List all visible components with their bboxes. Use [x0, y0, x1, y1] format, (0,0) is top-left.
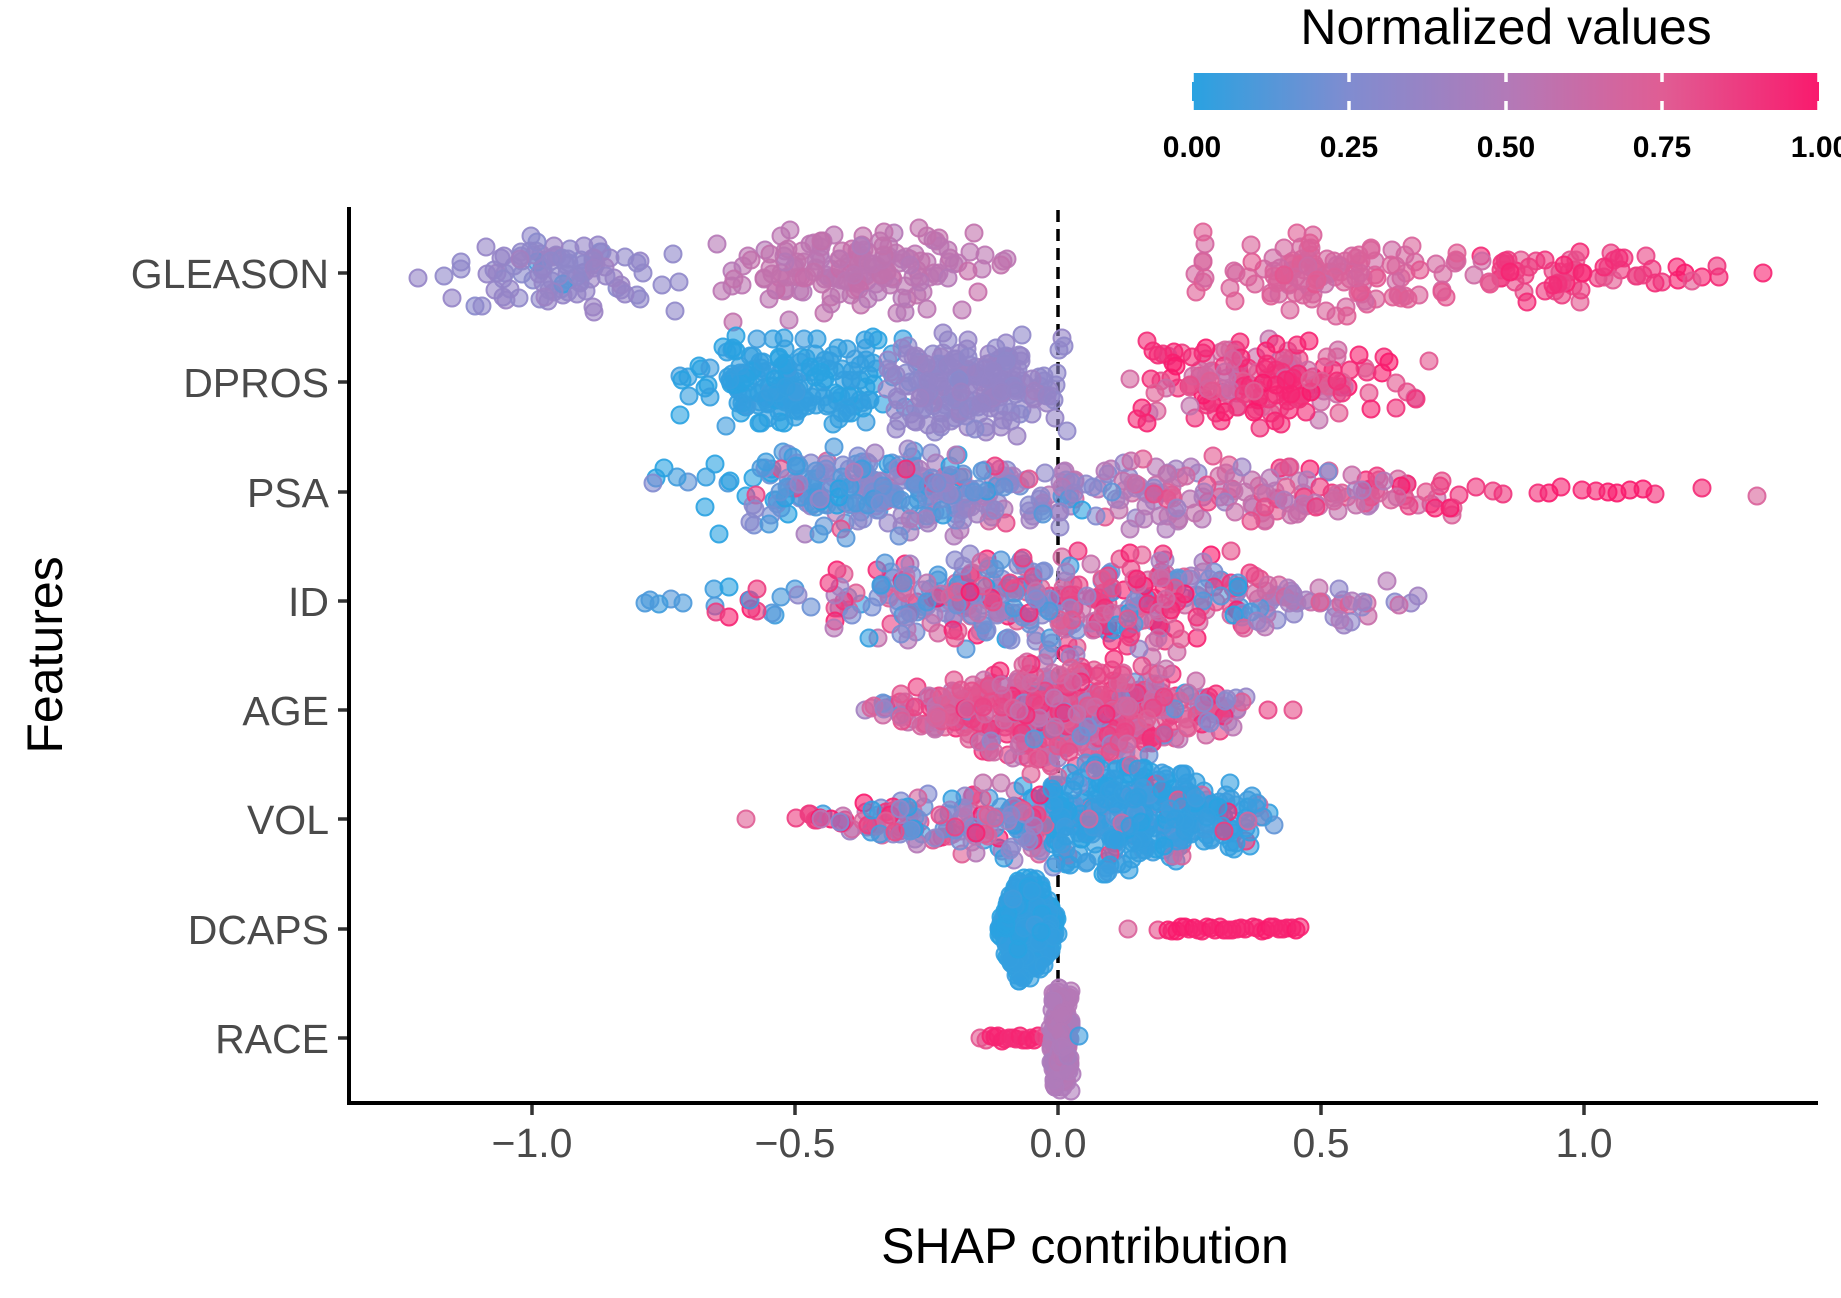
svg-text:0.5: 0.5: [1293, 1120, 1350, 1166]
svg-text:1.0: 1.0: [1556, 1120, 1613, 1166]
svg-text:ID: ID: [288, 579, 329, 625]
svg-text:SHAP contribution: SHAP contribution: [881, 1218, 1289, 1274]
svg-text:AGE: AGE: [242, 688, 329, 734]
svg-text:1.00: 1.00: [1791, 131, 1841, 164]
svg-text:PSA: PSA: [247, 470, 330, 516]
svg-text:0.50: 0.50: [1477, 131, 1535, 164]
svg-text:Normalized values: Normalized values: [1300, 0, 1711, 55]
svg-text:0.25: 0.25: [1320, 131, 1378, 164]
svg-text:0.00: 0.00: [1163, 131, 1221, 164]
svg-text:GLEASON: GLEASON: [131, 251, 329, 297]
svg-text:0.75: 0.75: [1633, 131, 1691, 164]
svg-text:0.0: 0.0: [1030, 1120, 1087, 1166]
svg-text:−0.5: −0.5: [755, 1120, 836, 1166]
svg-text:−1.0: −1.0: [492, 1120, 573, 1166]
svg-text:VOL: VOL: [247, 797, 329, 843]
svg-text:DPROS: DPROS: [183, 360, 329, 406]
svg-text:RACE: RACE: [215, 1016, 329, 1062]
svg-text:Features: Features: [17, 556, 73, 753]
svg-text:DCAPS: DCAPS: [188, 907, 329, 953]
